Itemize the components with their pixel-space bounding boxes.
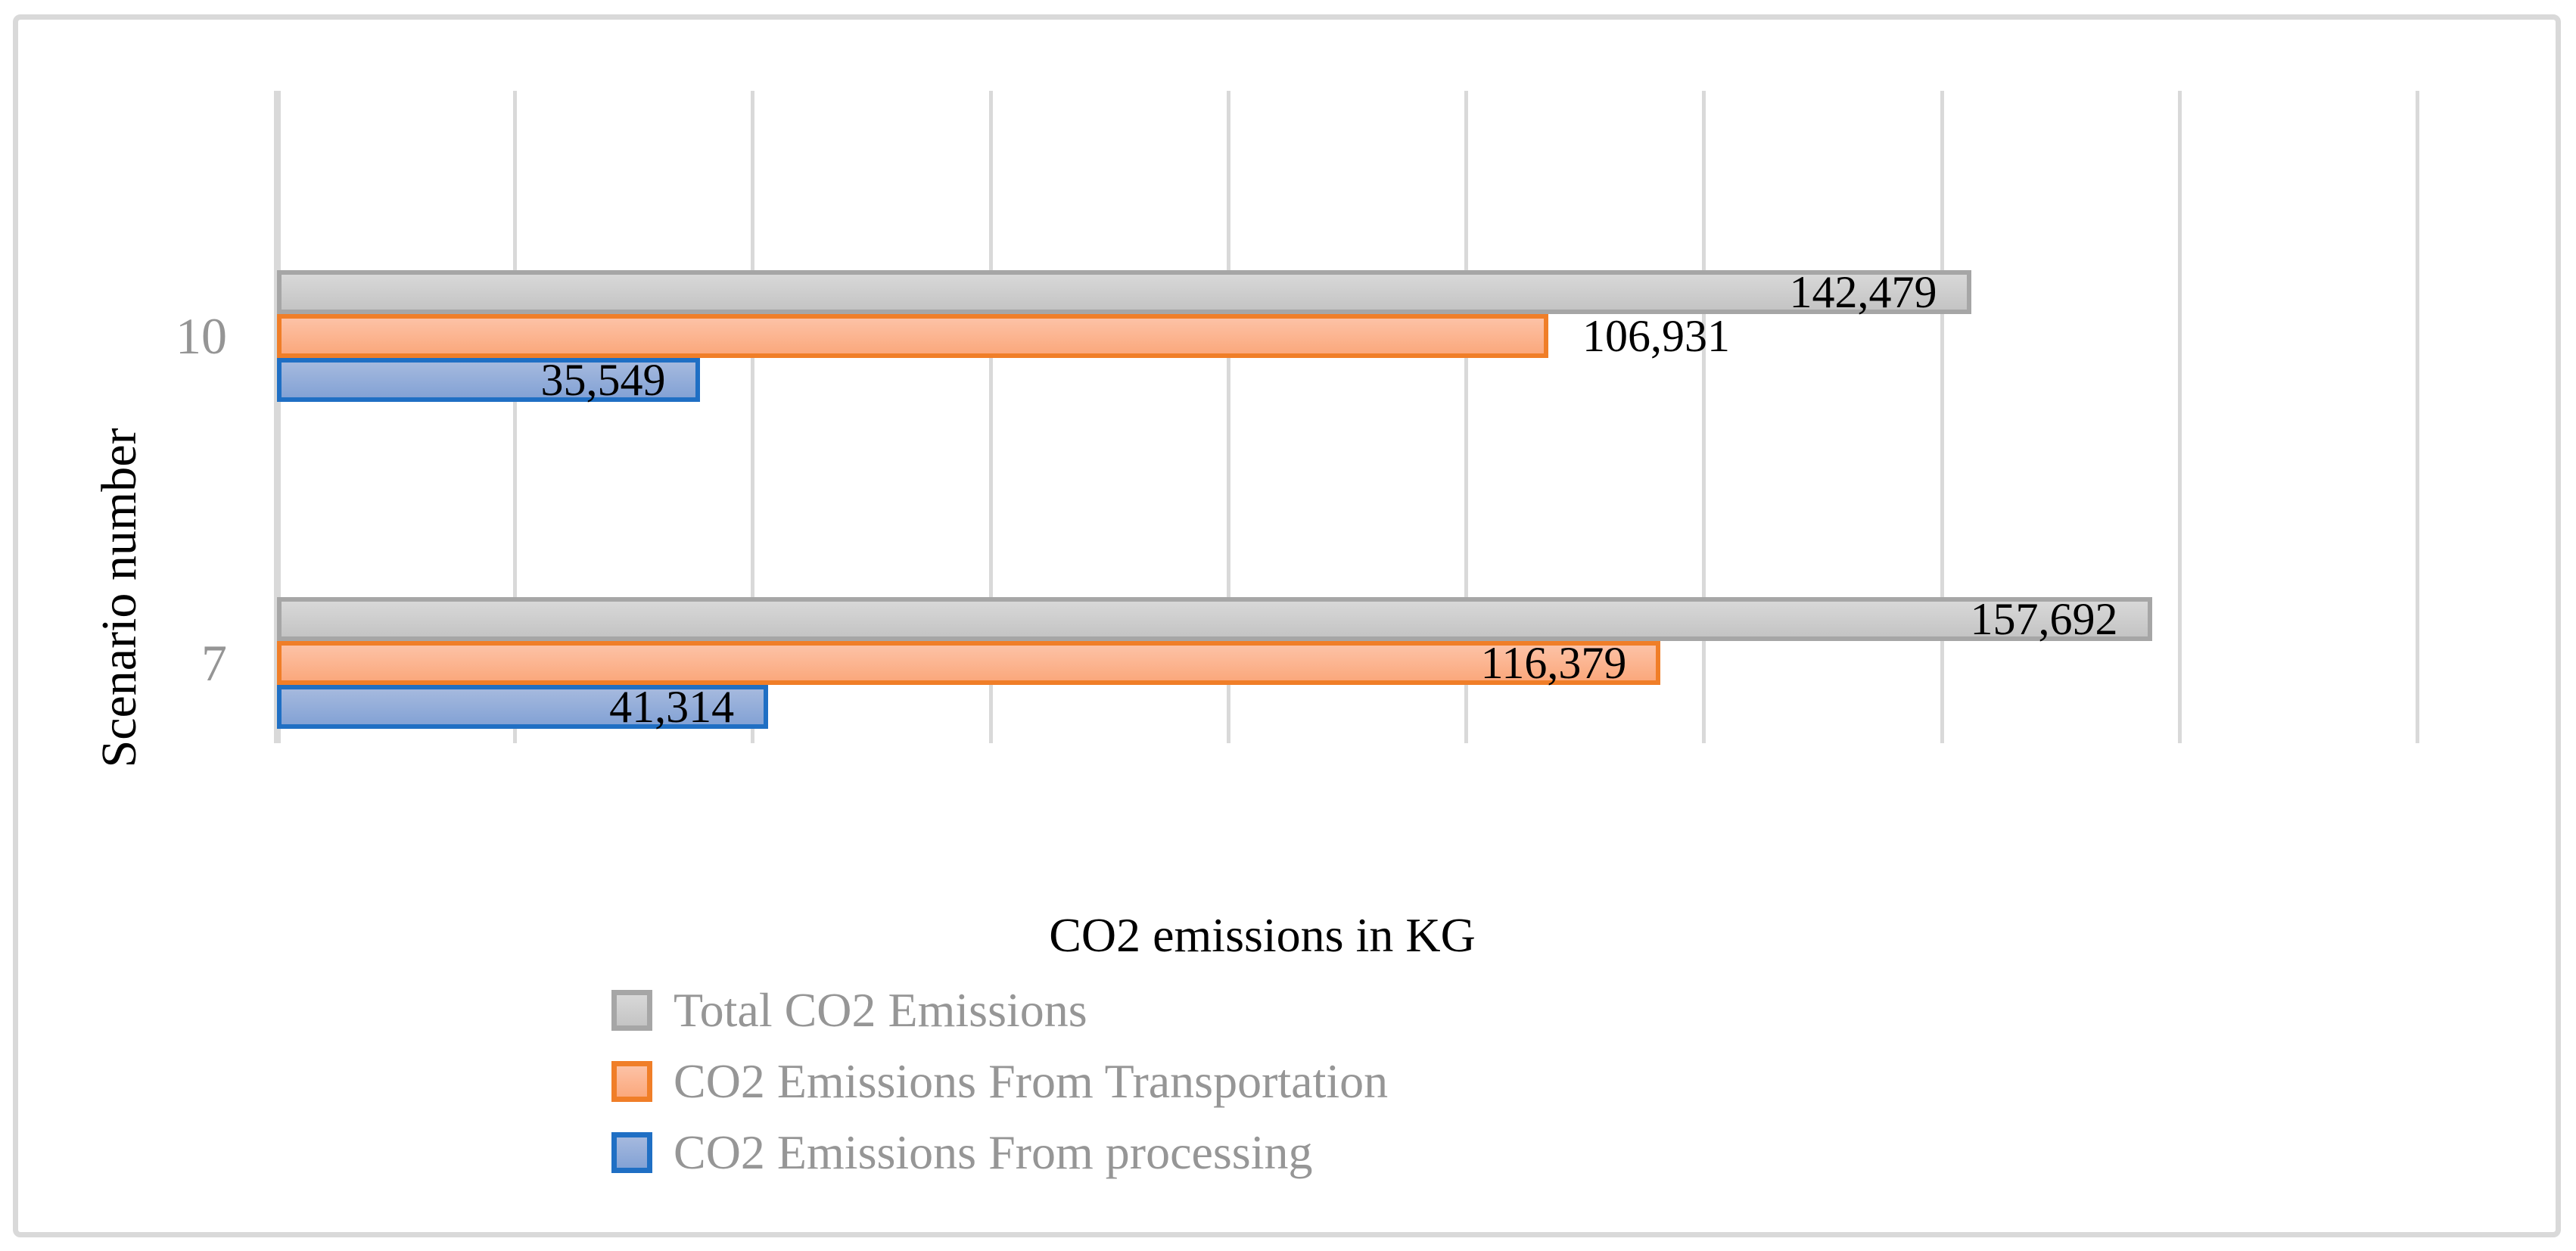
data-label: 106,931 bbox=[1582, 311, 1730, 361]
legend-label: CO2 Emissions From Transportation bbox=[674, 1054, 1389, 1108]
bar-series0-cat10 bbox=[277, 270, 1971, 314]
legend-label: CO2 Emissions From processing bbox=[674, 1125, 1313, 1179]
y-axis-title: Scenario number bbox=[92, 428, 147, 768]
gridline bbox=[751, 91, 755, 743]
gridline bbox=[1226, 91, 1230, 743]
bar-series1-cat7 bbox=[277, 641, 1661, 685]
gridline bbox=[1940, 91, 1944, 743]
data-label: 157,692 bbox=[1970, 594, 2118, 644]
bar-series1-cat10 bbox=[277, 314, 1548, 358]
plot-area: 142,479 157,692 106,931 116,379 35,549 41,314 bbox=[274, 91, 2419, 743]
data-label: 142,479 bbox=[1789, 267, 1937, 317]
legend-swatch-icon bbox=[611, 990, 652, 1031]
gridline bbox=[1702, 91, 1706, 743]
category-label-7: 7 bbox=[201, 634, 227, 692]
bar-series0-cat7 bbox=[277, 597, 2152, 641]
legend-label: Total CO2 Emissions bbox=[674, 983, 1087, 1037]
legend-item: CO2 Emissions From Transportation bbox=[611, 1046, 1388, 1117]
category-label-10: 10 bbox=[176, 307, 227, 365]
data-label: 35,549 bbox=[540, 355, 666, 405]
bar-series2-cat10 bbox=[277, 358, 700, 402]
gridline bbox=[1464, 91, 1469, 743]
legend: Total CO2 Emissions CO2 Emissions From Tr… bbox=[611, 975, 1388, 1188]
x-axis-title: CO2 emissions in KG bbox=[1049, 908, 1476, 962]
legend-swatch-icon bbox=[611, 1061, 652, 1102]
legend-item: CO2 Emissions From processing bbox=[611, 1117, 1388, 1188]
value-axis-line bbox=[274, 91, 281, 743]
gridline bbox=[2177, 91, 2182, 743]
bar-series2-cat7 bbox=[277, 685, 769, 729]
gridline bbox=[2416, 91, 2419, 743]
legend-item: Total CO2 Emissions bbox=[611, 975, 1388, 1046]
data-label: 116,379 bbox=[1480, 638, 1627, 688]
gridline bbox=[988, 91, 993, 743]
gridline bbox=[513, 91, 518, 743]
legend-swatch-icon bbox=[611, 1132, 652, 1173]
data-label: 41,314 bbox=[609, 682, 735, 732]
